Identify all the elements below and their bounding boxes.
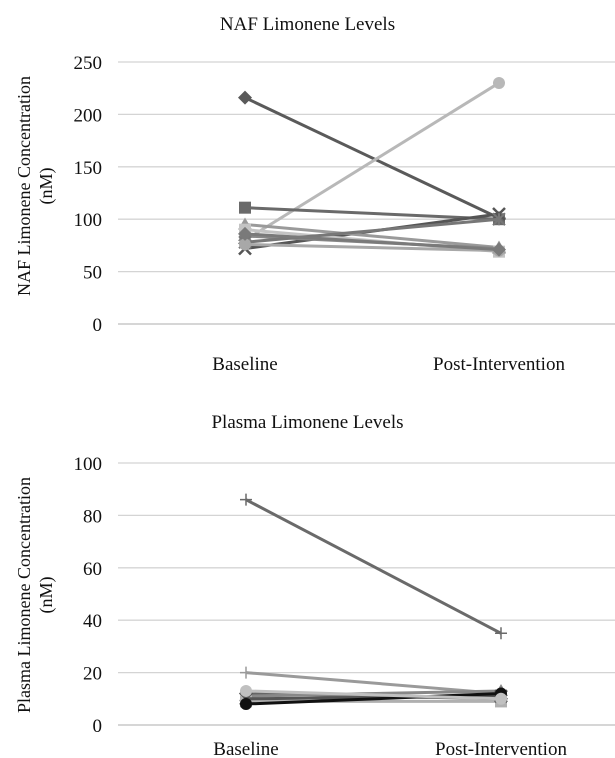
plasma-chart-panel: Plasma Limonene Levels Plasma Limonene C… — [0, 400, 615, 758]
series-line — [244, 242, 500, 253]
x-tick-label: Baseline — [213, 739, 278, 758]
data-point — [240, 684, 252, 697]
y-tick-label: 20 — [83, 664, 102, 685]
series-line — [244, 232, 500, 252]
series-8 — [240, 684, 507, 705]
series-line — [245, 692, 502, 706]
data-point — [492, 242, 506, 257]
y-tick-label: 100 — [74, 210, 103, 231]
series-line — [245, 498, 502, 635]
data-point — [495, 627, 507, 640]
data-point — [239, 201, 251, 214]
y-tick-label: 150 — [74, 158, 103, 179]
y-tick-label: 50 — [83, 263, 102, 284]
y-tick-label: 200 — [74, 105, 103, 126]
chart-title: NAF Limonene Levels — [219, 14, 396, 35]
series-line — [245, 689, 502, 701]
series-1 — [240, 493, 507, 640]
data-point — [240, 698, 252, 711]
y-tick-label: 40 — [83, 611, 102, 632]
series-line — [244, 222, 500, 249]
naf-chart-panel: NAF Limonene Levels NAF Limonene Concent… — [14, 14, 615, 375]
data-point — [238, 226, 252, 241]
series-line — [244, 81, 500, 242]
series-line — [244, 217, 500, 244]
series-line — [245, 671, 502, 696]
y-tick-label: 0 — [93, 716, 103, 737]
x-tick-label: Baseline — [212, 354, 277, 375]
data-point — [492, 212, 506, 226]
y-tick-label: 250 — [74, 53, 103, 74]
series-10 — [238, 226, 506, 257]
naf-chart-plot: 0 50 100 150 200 250 Baseline Post-Intervention — [74, 53, 615, 375]
plasma-chart-plot: 0 20 40 60 80 100 Baseline Post-Intervention — [74, 454, 615, 758]
x-tick-label: Post-Intervention — [435, 739, 567, 758]
data-point — [240, 493, 252, 506]
series-line — [244, 96, 500, 220]
data-point — [240, 666, 252, 679]
data-point — [238, 90, 252, 105]
y-tick-label: 0 — [93, 315, 103, 336]
series-1 — [238, 90, 506, 226]
data-point — [493, 76, 505, 89]
y-tick-label: 80 — [83, 506, 102, 527]
y-tick-label: 100 — [74, 454, 103, 475]
y-tick-label: 60 — [83, 559, 102, 580]
data-point — [495, 692, 507, 705]
chart-title: Plasma Limonene Levels — [211, 412, 404, 433]
series-line — [244, 206, 500, 221]
x-tick-label: Post-Intervention — [433, 354, 565, 375]
data-point — [239, 238, 251, 251]
